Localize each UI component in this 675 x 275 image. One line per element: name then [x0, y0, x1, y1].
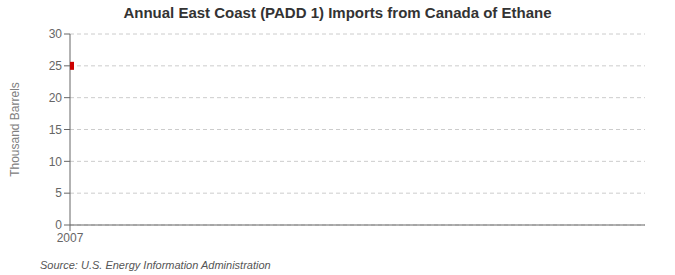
- svg-text:10: 10: [49, 155, 63, 169]
- svg-text:15: 15: [49, 123, 63, 137]
- html-text:Source: U.S. Energy Informatio: Source: U.S. Energy Information Administ…: [40, 259, 271, 271]
- svg-text:2007: 2007: [57, 231, 84, 245]
- html-text:Annual East Coast (PADD 1) Imp: Annual East Coast (PADD 1) Imports from …: [123, 4, 552, 21]
- svg-text:20: 20: [49, 91, 63, 105]
- svg-text:5: 5: [55, 186, 62, 200]
- svg-text:0: 0: [55, 218, 62, 232]
- svg-text:30: 30: [49, 27, 63, 41]
- svg-text:25: 25: [49, 59, 63, 73]
- svg-text:Thousand Barrels: Thousand Barrels: [8, 82, 22, 177]
